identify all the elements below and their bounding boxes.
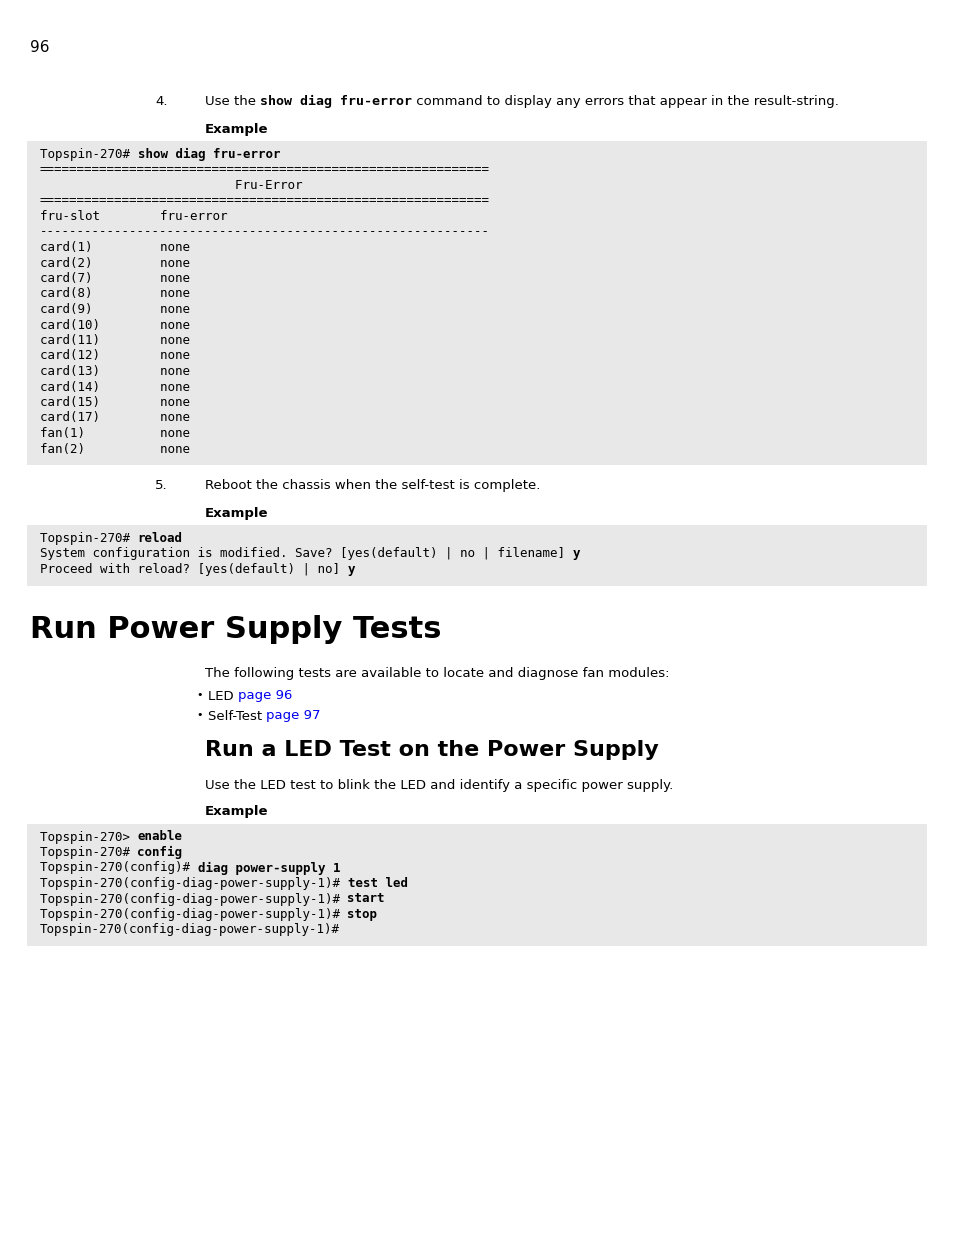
Text: Example: Example <box>205 124 268 136</box>
Text: Use the: Use the <box>205 95 260 107</box>
Text: command to display any errors that appear in the result-string.: command to display any errors that appea… <box>412 95 839 107</box>
Text: y: y <box>347 563 355 576</box>
Text: System configuration is modified. Save? [yes(default) | no | filename]: System configuration is modified. Save? … <box>40 547 572 561</box>
Text: Topspin-270(config-diag-power-supply-1)#: Topspin-270(config-diag-power-supply-1)# <box>40 877 347 890</box>
Text: 5.: 5. <box>154 479 168 492</box>
Text: Reboot the chassis when the self-test is complete.: Reboot the chassis when the self-test is… <box>205 479 539 492</box>
Text: The following tests are available to locate and diagnose fan modules:: The following tests are available to loc… <box>205 667 669 680</box>
Text: Topspin-270(config-diag-power-supply-1)#: Topspin-270(config-diag-power-supply-1)# <box>40 908 347 921</box>
Text: card(13)        none: card(13) none <box>40 366 190 378</box>
Text: Proceed with reload? [yes(default) | no]: Proceed with reload? [yes(default) | no] <box>40 563 347 576</box>
Text: show diag fru-error: show diag fru-error <box>260 95 412 109</box>
Text: card(8)         none: card(8) none <box>40 288 190 300</box>
Text: Run Power Supply Tests: Run Power Supply Tests <box>30 615 441 645</box>
Text: Self-Test: Self-Test <box>208 709 266 722</box>
Text: start: start <box>347 893 385 905</box>
Text: card(14)        none: card(14) none <box>40 380 190 394</box>
Text: Topspin-270#: Topspin-270# <box>40 148 137 161</box>
FancyBboxPatch shape <box>27 525 926 585</box>
Text: •: • <box>195 689 202 699</box>
Text: fru-slot        fru-error: fru-slot fru-error <box>40 210 227 224</box>
FancyBboxPatch shape <box>27 141 926 466</box>
Text: card(9)         none: card(9) none <box>40 303 190 316</box>
Text: card(7)         none: card(7) none <box>40 272 190 285</box>
Text: card(10)        none: card(10) none <box>40 319 190 331</box>
Text: ------------------------------------------------------------: ----------------------------------------… <box>40 226 490 238</box>
Text: ============================================================: ========================================… <box>40 194 490 207</box>
Text: Topspin-270#: Topspin-270# <box>40 532 137 545</box>
Text: 96: 96 <box>30 40 50 56</box>
Text: page 96: page 96 <box>237 689 292 703</box>
Text: Topspin-270(config-diag-power-supply-1)#: Topspin-270(config-diag-power-supply-1)# <box>40 893 347 905</box>
Text: ============================================================: ========================================… <box>40 163 490 177</box>
Text: card(2)         none: card(2) none <box>40 257 190 269</box>
Text: card(12)        none: card(12) none <box>40 350 190 363</box>
Text: Topspin-270(config-diag-power-supply-1)#: Topspin-270(config-diag-power-supply-1)# <box>40 924 339 936</box>
Text: LED: LED <box>208 689 237 703</box>
Text: fan(1)          none: fan(1) none <box>40 427 190 440</box>
FancyBboxPatch shape <box>27 824 926 946</box>
Text: config: config <box>137 846 182 860</box>
Text: y: y <box>572 547 579 561</box>
Text: enable: enable <box>137 830 182 844</box>
Text: card(17)        none: card(17) none <box>40 411 190 425</box>
Text: Run a LED Test on the Power Supply: Run a LED Test on the Power Supply <box>205 740 659 760</box>
Text: show diag fru-error: show diag fru-error <box>137 148 280 161</box>
Text: Topspin-270(config)#: Topspin-270(config)# <box>40 862 197 874</box>
Text: 4.: 4. <box>154 95 168 107</box>
Text: card(1)         none: card(1) none <box>40 241 190 254</box>
Text: Example: Example <box>205 805 268 819</box>
Text: test led: test led <box>347 877 407 890</box>
Text: card(15)        none: card(15) none <box>40 396 190 409</box>
Text: diag power-supply 1: diag power-supply 1 <box>197 862 339 874</box>
Text: Topspin-270>: Topspin-270> <box>40 830 137 844</box>
Text: •: • <box>195 709 202 720</box>
Text: Example: Example <box>205 508 268 520</box>
Text: Fru-Error: Fru-Error <box>40 179 302 191</box>
Text: fan(2)          none: fan(2) none <box>40 442 190 456</box>
Text: Topspin-270#: Topspin-270# <box>40 846 137 860</box>
Text: page 97: page 97 <box>266 709 320 722</box>
Text: reload: reload <box>137 532 182 545</box>
Text: Use the LED test to blink the LED and identify a specific power supply.: Use the LED test to blink the LED and id… <box>205 779 673 793</box>
Text: card(11)        none: card(11) none <box>40 333 190 347</box>
Text: stop: stop <box>347 908 377 921</box>
